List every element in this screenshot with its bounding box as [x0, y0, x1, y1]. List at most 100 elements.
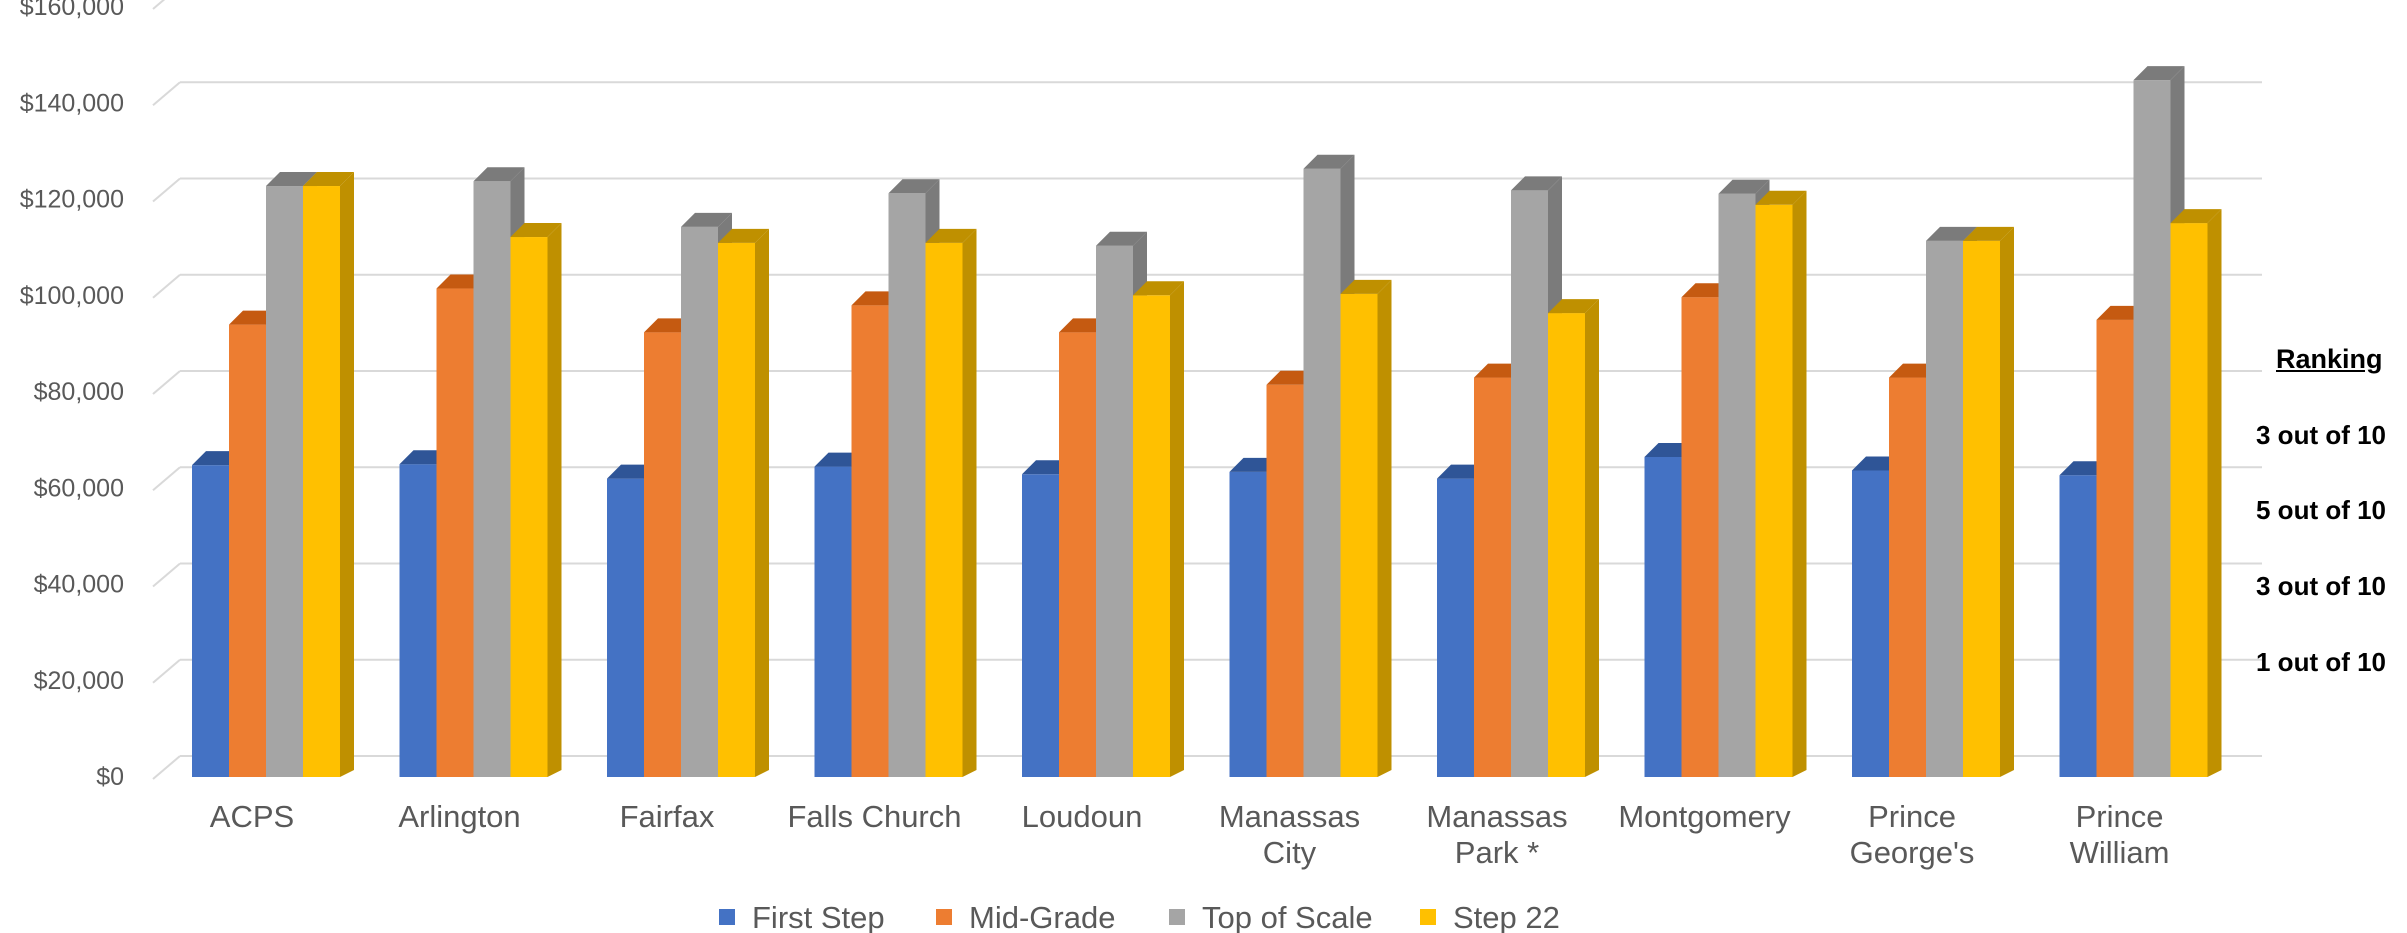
bar-front [681, 226, 718, 777]
y-tick-label: $160,000 [20, 0, 124, 21]
bar-front [1644, 456, 1682, 777]
legend-item: Mid-Grade [936, 900, 1115, 933]
bar-front [1548, 313, 1585, 777]
bar [1133, 281, 1184, 777]
bar-top [925, 228, 977, 243]
bar-top [473, 167, 525, 182]
bar-side [962, 228, 977, 777]
ranking-item-3: 3 out of 10 [2256, 571, 2387, 601]
bar-top [1133, 281, 1184, 296]
bar-front [229, 324, 266, 777]
gridline-slant [152, 81, 181, 107]
y-tick-label: $0 [96, 763, 124, 791]
bar-top [1096, 231, 1147, 246]
bar-front [1681, 297, 1719, 777]
y-tick-label: $20,000 [34, 667, 124, 695]
bar [510, 223, 562, 778]
legend: First Step Mid-Grade Top of Scale Step 22 [719, 900, 1560, 933]
ranking-item-4: 1 out of 10 [2256, 647, 2387, 677]
bar-top [888, 179, 940, 194]
bar-front [1963, 240, 2000, 777]
bar-top [510, 223, 562, 238]
bar-front [399, 464, 437, 777]
bar-front [510, 237, 548, 778]
gridline-slant [152, 0, 166, 10]
x-tick-label: Falls Church [788, 799, 962, 834]
bar-top [1340, 279, 1392, 294]
gridline-slant [152, 466, 181, 492]
bar-top [2170, 209, 2222, 224]
bar-front [1059, 332, 1096, 777]
bar-top [1303, 154, 1355, 169]
legend-label: Mid-Grade [969, 900, 1115, 933]
bars [192, 66, 2222, 778]
bar-side [547, 223, 562, 778]
bar-side [1377, 279, 1392, 777]
bar-front [1229, 471, 1267, 777]
gridline-slant [152, 562, 181, 588]
bar-side [1170, 281, 1184, 777]
bar-front [814, 466, 852, 777]
bar-front [1755, 204, 1793, 777]
bar [303, 172, 354, 777]
y-tick-label: $60,000 [34, 474, 124, 502]
bar-front [1133, 295, 1170, 777]
x-tick-label: Prince William [2070, 799, 2170, 870]
x-tick-label: Montgomery [1618, 799, 1791, 834]
bar-side [340, 172, 354, 777]
bar-front [1303, 168, 1341, 777]
bar-front [473, 181, 511, 777]
legend-swatch [1420, 909, 1436, 925]
gridline-slant [152, 658, 181, 684]
bar-side [2207, 209, 2222, 778]
gridline-slant [152, 273, 181, 299]
legend-item: Top of Scale [1169, 900, 1373, 933]
bar-top [1511, 176, 1562, 191]
bar-top [303, 172, 354, 187]
x-tick-label: ACPS [210, 799, 294, 834]
bar-front [1511, 190, 1548, 777]
bar-side [2000, 226, 2014, 777]
bar-top [1963, 226, 2014, 241]
bar-front [1926, 240, 1963, 777]
ranking-item-2: 5 out of 10 [2256, 495, 2387, 525]
bar-top [1718, 179, 1770, 194]
bar-side [1585, 299, 1599, 777]
y-tick-label: $120,000 [20, 186, 124, 214]
bar-front [303, 186, 340, 777]
bar-front [1096, 245, 1133, 777]
bar-front [607, 478, 644, 777]
bar-front [2059, 475, 2097, 777]
bar-top [1548, 299, 1599, 314]
bar-front [2170, 223, 2208, 778]
x-tick-label: Manassas Park * [1426, 799, 1567, 870]
bar-side [1792, 190, 1807, 777]
bar-front [1474, 377, 1511, 777]
bar [1755, 190, 1807, 777]
bar-front [192, 465, 229, 777]
legend-label: First Step [752, 900, 885, 933]
y-tick-label: $100,000 [20, 282, 124, 310]
legend-swatch [936, 909, 952, 925]
bar-front [1022, 474, 1059, 777]
bar-side [755, 228, 769, 777]
bar [2170, 209, 2222, 778]
legend-label: Top of Scale [1202, 900, 1373, 933]
gridline-slant [152, 370, 181, 395]
x-tick-label: Manassas City [1219, 799, 1360, 870]
bar-top [681, 212, 732, 227]
bar [1963, 226, 2014, 777]
bar-front [1889, 377, 1926, 777]
legend-item: First Step [719, 900, 885, 933]
bar-front [436, 288, 474, 777]
legend-label: Step 22 [1453, 900, 1560, 933]
bar-front [644, 332, 681, 777]
bar-top [266, 172, 317, 187]
bar [1340, 279, 1392, 777]
bar-front [851, 305, 889, 777]
bar-front [266, 186, 303, 777]
y-tick-label: $140,000 [20, 89, 124, 117]
bar [718, 228, 769, 777]
bar-front [1340, 293, 1378, 777]
